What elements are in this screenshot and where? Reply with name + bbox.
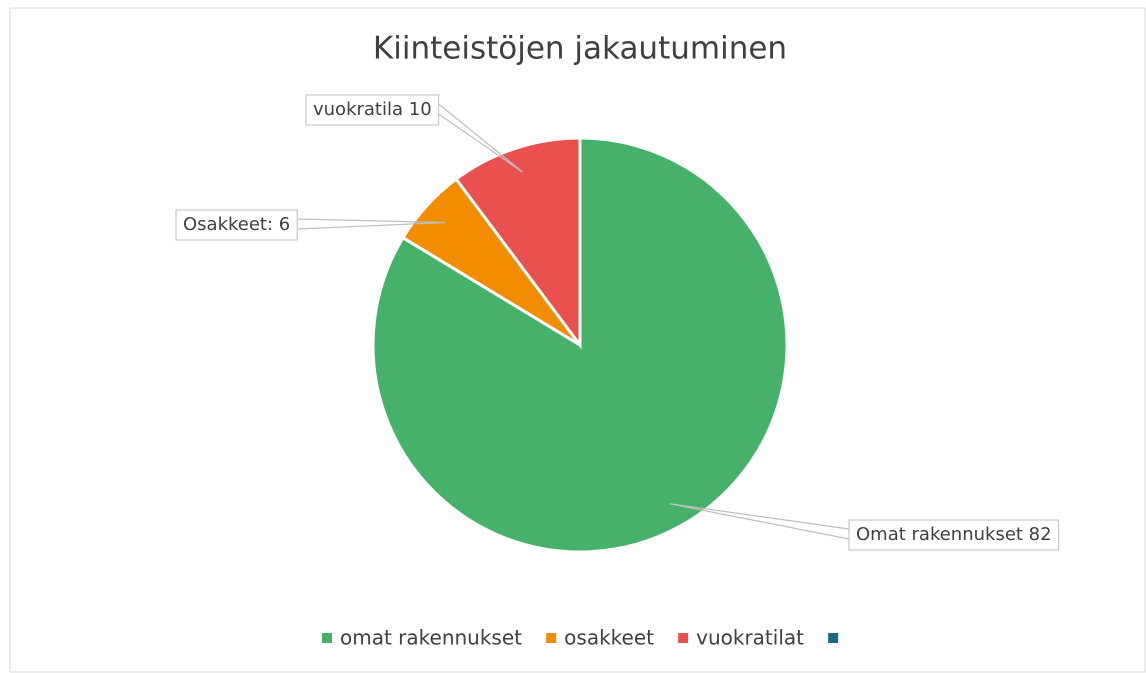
data-label-box: [848, 519, 1060, 551]
chart-title: Kiinteistöjen jakautuminen: [373, 31, 787, 67]
data-label-text: vuokratila 10: [313, 99, 432, 120]
legend-marker: [546, 633, 557, 643]
legend-label: omat rakennukset: [340, 626, 522, 650]
leader-line: [669, 503, 850, 540]
pie-slice: [454, 136, 582, 350]
legend-label: osakkeet: [564, 626, 654, 650]
legend-marker: [322, 633, 332, 643]
legend-marker: [678, 633, 689, 643]
data-label: Osakkeet: 6: [175, 209, 298, 241]
data-label: vuokratila 10: [305, 94, 440, 126]
leader-line: [438, 103, 523, 173]
legend-label: vuokratilat: [696, 626, 804, 650]
leader-line: [297, 218, 446, 230]
data-label-text: Omat rakennukset 82: [856, 524, 1052, 545]
data-label: Omat rakennukset 82: [848, 519, 1060, 551]
data-label-box: [305, 94, 440, 126]
data-label-box: [175, 209, 298, 241]
data-label-text: Osakkeet: 6: [183, 214, 290, 235]
legend-marker: [828, 633, 839, 643]
